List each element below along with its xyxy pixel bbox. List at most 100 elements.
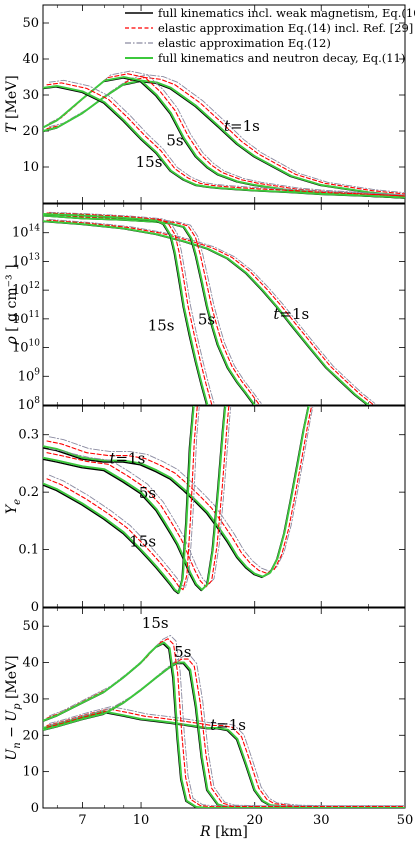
panel-rho-ytick-label-4: 1012: [12, 281, 40, 298]
xtick-label-0: 7: [78, 813, 86, 828]
xtick-label-2: 20: [246, 813, 263, 828]
annotation-var: t: [210, 716, 217, 734]
panel-T-annotation-2: 15s: [136, 153, 163, 171]
panel-Ye-series-t1s-variant-3: [43, 406, 310, 578]
panel-T-series-15s-variant-1: [46, 82, 405, 197]
panel-T-ytick-label-1: 20: [22, 124, 39, 139]
ylabel-sub2: p: [12, 703, 23, 710]
panel-rho-ytick-label-5: 1013: [12, 252, 40, 269]
panel-T-curves: [43, 70, 405, 199]
ytick-base: 10: [12, 226, 29, 241]
ylabel-sub: e: [12, 499, 23, 505]
panel-U-ytick-label-1: 10: [22, 765, 39, 780]
panel-U-ytick-label-2: 20: [22, 728, 39, 743]
ytick-exponent: 14: [29, 224, 41, 234]
panel-rho-ylabel: ρ [ g cm⁻³ ]: [4, 264, 20, 345]
ylabel-minus: − U: [4, 709, 20, 743]
annotation-var: t: [224, 117, 231, 135]
ytick-base: 10: [12, 341, 29, 356]
panel-rho-series-t1s-variant-1: [46, 219, 374, 405]
ylabel-unit: [MeV]: [4, 75, 20, 119]
panel-U-annotation-0: t=1s: [210, 716, 246, 734]
ytick-base: 10: [18, 398, 35, 413]
panel-Ye-series-15s-variant-3: [43, 406, 195, 594]
panel-rho-ytick-label-0: 108: [18, 396, 41, 413]
panel-rho-annotation-1: 5s: [198, 311, 215, 329]
panel-Ye-annotation-0: t=1s: [109, 449, 145, 467]
panel-Ye-annotation-2: 15s: [129, 533, 156, 551]
legend-label-2: elastic approximation Eq.(12): [158, 36, 331, 50]
ytick-base: 10: [12, 312, 29, 327]
ytick-base: 10: [18, 369, 35, 384]
annotation-value: =1s: [230, 117, 260, 135]
panel-T-ytick-label-3: 40: [22, 52, 39, 67]
panel-rho-annotation-0: t=1s: [273, 305, 309, 323]
ylabel-var: Y: [4, 503, 20, 514]
xtick-label-4: 50: [397, 813, 414, 828]
annotation-value: =1s: [115, 449, 145, 467]
panel-T-frame: [42, 4, 406, 204]
ylabel-unit: [ g cm⁻³ ]: [4, 264, 20, 331]
panel-T-series-5s-variant-0: [48, 70, 405, 196]
panel-rho-frame: [42, 203, 406, 406]
panel-U-ytick-label-5: 50: [22, 619, 39, 634]
ylabel-var: U: [4, 748, 20, 761]
ytick-base: 10: [12, 283, 29, 298]
panel-rho-series-15s-variant-3: [43, 213, 209, 405]
panel-T-ytick-label-2: 30: [22, 88, 39, 103]
panel-T-annotation-0: t=1s: [224, 117, 260, 135]
panel-T-ytick-label-0: 10: [22, 160, 39, 175]
panel-Ye-series-t1s-variant-1: [46, 406, 313, 574]
panel-Ye-series-15s-variant-0: [48, 406, 200, 589]
panel-rho-ytick-label-6: 1014: [12, 224, 40, 241]
annotation-var: t: [109, 449, 116, 467]
legend: full kinematics incl. weak magnetism, Eq…: [125, 6, 415, 65]
panel-U-series-15s-variant-1: [46, 638, 405, 808]
panel-U-series-15s-variant-3: [43, 641, 405, 808]
panel-rho-series-t1s-variant-0: [48, 219, 376, 404]
panel-Ye-series-5s-variant-0: [48, 406, 232, 586]
panel-U-series-t1s-variant-1: [46, 708, 405, 808]
ylabel-var: T: [4, 119, 20, 133]
panel-Ye-series-5s-variant-1: [46, 406, 230, 588]
x-axis-label: R [km]: [199, 824, 248, 840]
panel-Ye-annotation-1: 5s: [139, 484, 156, 502]
panel-U-series-5s-variant-0: [48, 655, 405, 807]
xtick-label-1: 10: [133, 813, 150, 828]
ytick-exponent: 9: [34, 367, 40, 377]
panel-U-curves: [43, 634, 405, 808]
panel-U-ytick-label-3: 30: [22, 692, 39, 707]
xlabel-var: R: [199, 824, 215, 840]
ylabel-unit: [MeV]: [4, 655, 20, 703]
annotation-var: t: [273, 305, 280, 323]
legend-label-0: full kinematics incl. weak magnetism, Eq…: [158, 6, 415, 20]
ytick-exponent: 13: [29, 252, 41, 262]
legend-label-1: elastic approximation Eq.(14) incl. Ref.…: [158, 21, 413, 35]
annotation-value: =1s: [216, 716, 246, 734]
panel-U-annotation-2: 15s: [142, 614, 169, 632]
panel-rho-curves: [43, 211, 376, 405]
panel-T-series-t1s-variant-3: [43, 79, 405, 197]
data-layer: [43, 70, 405, 808]
ytick-exponent: 10: [29, 339, 41, 349]
panel-rho-series-15s-variant-0: [48, 211, 215, 404]
panel-U-series-t1s-variant-0: [48, 706, 405, 807]
panel-U-annotation-1: 5s: [174, 643, 191, 661]
panel-rho-series-5s-variant-3: [43, 214, 256, 405]
panel-rho-ytick-label-1: 109: [18, 367, 41, 384]
ytick-exponent: 12: [29, 281, 40, 291]
panel-Ye-series-t1s-variant-0: [48, 406, 314, 572]
xlabel-unit: [km]: [215, 824, 248, 840]
ylabel-var: ρ: [4, 332, 20, 346]
panel-T-series-15s-variant-3: [43, 85, 405, 199]
annotation-value: =1s: [279, 305, 309, 323]
panel-T-ytick-label-4: 50: [22, 16, 39, 31]
panel-U-series-15s-variant-0: [48, 634, 405, 807]
legend-label-3: full kinematics and neutron decay, Eq.(1…: [158, 51, 405, 65]
ylabel-sub1: n: [12, 742, 23, 748]
panel-T-annotation-1: 5s: [166, 131, 183, 149]
panel-Ye-series-5s-variant-3: [43, 406, 227, 591]
